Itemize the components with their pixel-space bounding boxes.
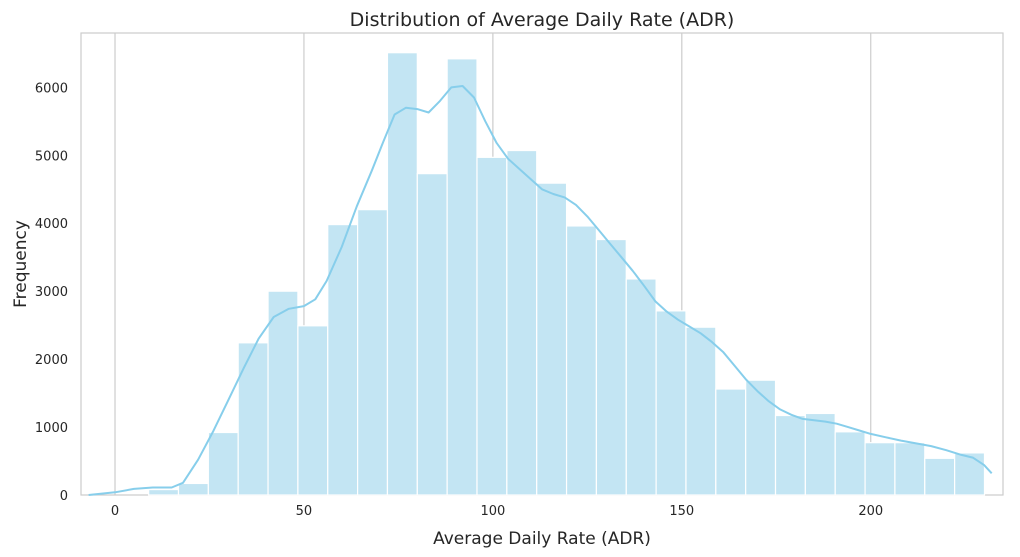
histogram-bar	[834, 431, 866, 496]
histogram-bar	[297, 325, 329, 496]
histogram-bar	[595, 238, 627, 496]
histogram-bar	[267, 290, 299, 496]
histogram-bar	[894, 442, 926, 496]
chart-title: Distribution of Average Daily Rate (ADR)	[350, 9, 735, 31]
y-tick-label: 6000	[35, 81, 68, 96]
histogram-bars	[148, 52, 986, 496]
histogram-bar	[506, 149, 538, 496]
histogram-bar	[476, 156, 508, 496]
x-tick-label: 150	[669, 504, 694, 519]
histogram-bar	[745, 379, 777, 496]
y-tick-label: 1000	[35, 421, 68, 436]
x-tick-label: 200	[858, 504, 883, 519]
y-axis-ticks: 0 1000 2000 3000 4000 5000 6000	[35, 81, 68, 504]
histogram-bar	[864, 442, 896, 496]
kde-curve	[88, 85, 993, 496]
histogram-bar	[536, 182, 568, 496]
x-axis-label: Average Daily Rate (ADR)	[433, 529, 651, 549]
y-axis-label: Frequency	[11, 220, 31, 308]
histogram-bar	[148, 488, 180, 496]
histogram-bar	[625, 278, 657, 496]
histogram-bar	[804, 412, 836, 496]
histogram-bar	[715, 388, 747, 496]
histogram-bar	[954, 452, 986, 496]
y-tick-label: 5000	[35, 149, 68, 164]
histogram-bar	[237, 342, 269, 496]
kde-curve-layer	[88, 85, 993, 496]
y-tick-label: 3000	[35, 285, 68, 300]
x-tick-label: 50	[296, 504, 313, 519]
histogram-bar	[446, 58, 478, 496]
histogram-bar	[685, 326, 717, 496]
histogram-bar	[327, 223, 359, 496]
histogram-bar	[924, 457, 956, 496]
y-tick-label: 2000	[35, 353, 68, 368]
y-tick-label: 0	[60, 489, 68, 504]
x-tick-label: 0	[111, 504, 119, 519]
histogram-bar	[416, 173, 448, 496]
histogram-bar	[207, 431, 239, 496]
histogram-bar	[177, 482, 209, 496]
y-tick-label: 4000	[35, 217, 68, 232]
x-tick-label: 100	[480, 504, 505, 519]
histogram-bar	[774, 414, 806, 496]
histogram-bar	[565, 225, 598, 496]
x-axis-ticks: 0 50 100 150 200	[111, 504, 883, 519]
histogram-bar	[655, 310, 687, 496]
histogram-bar	[386, 52, 418, 496]
histogram-bar	[357, 209, 389, 496]
